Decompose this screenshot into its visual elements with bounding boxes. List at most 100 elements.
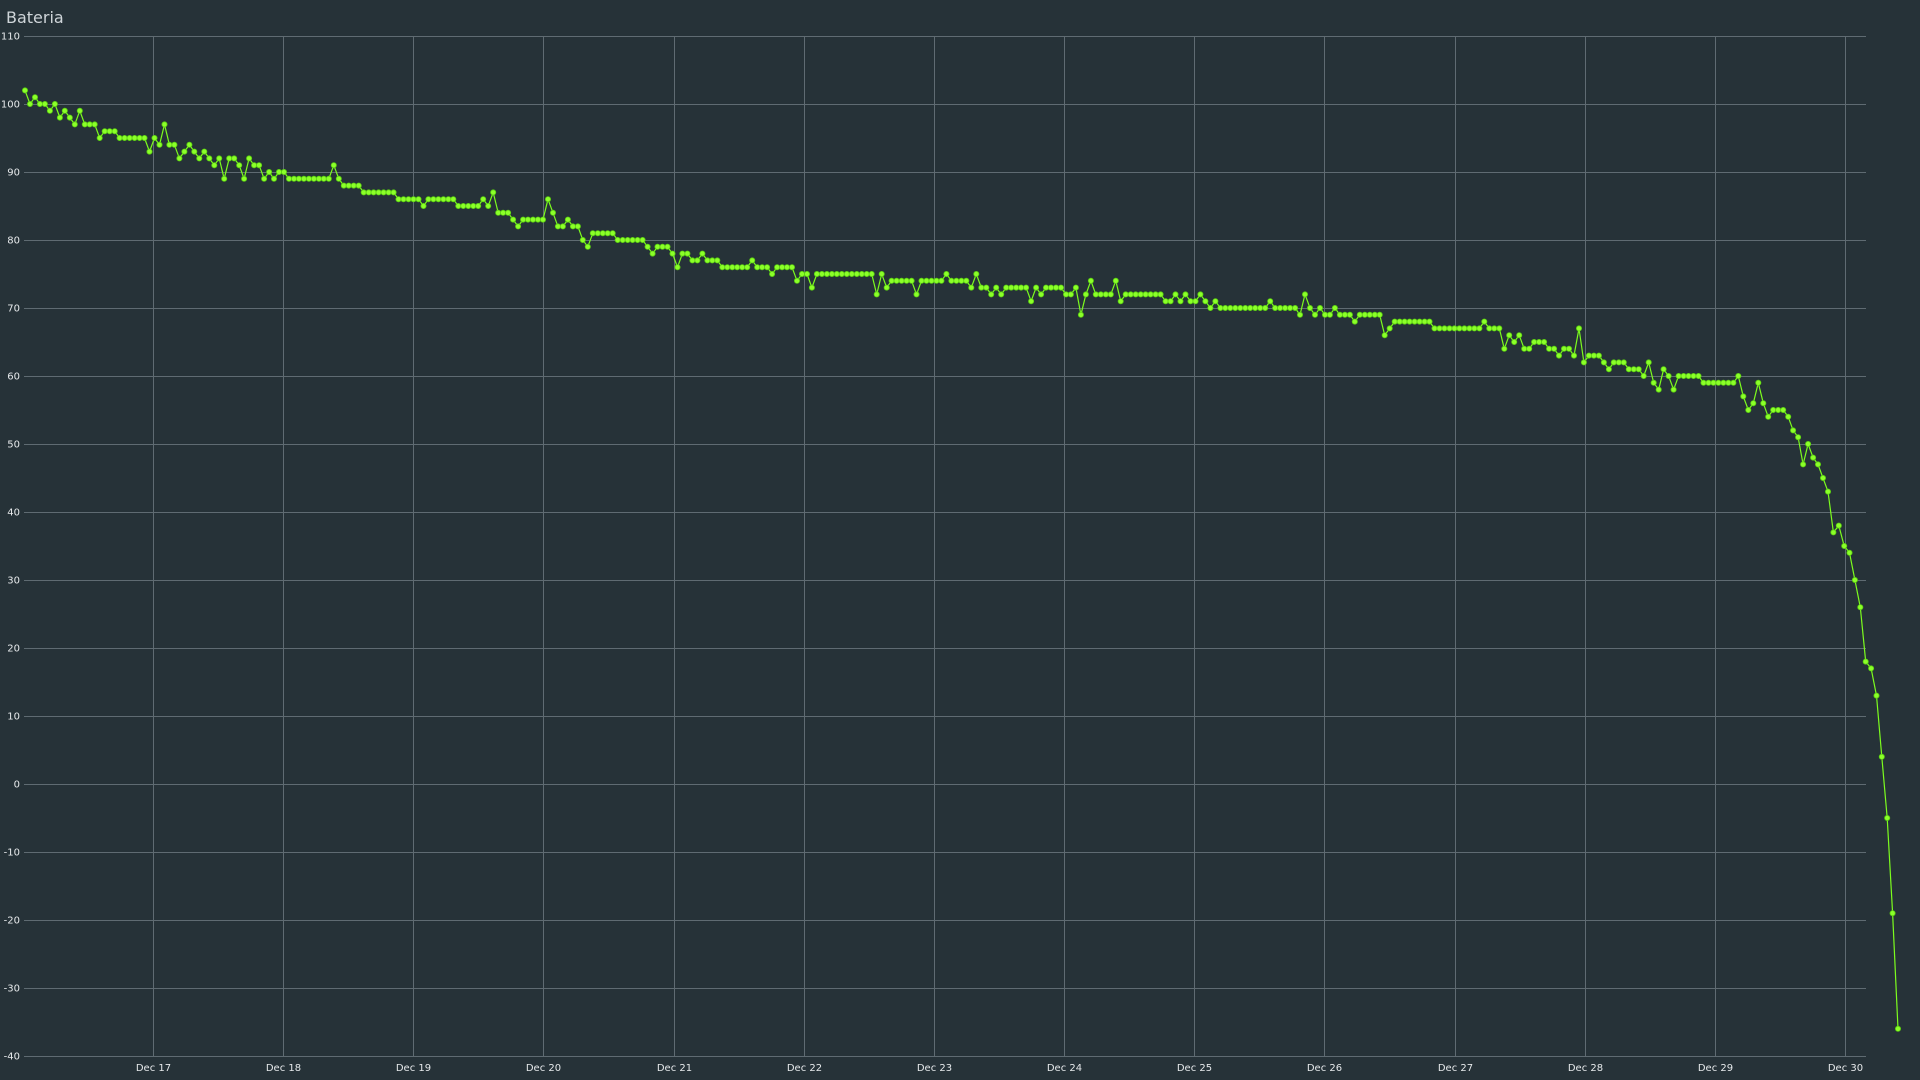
data-point[interactable] <box>166 141 173 148</box>
data-point[interactable] <box>843 270 850 277</box>
data-point[interactable] <box>1058 284 1065 291</box>
data-point[interactable] <box>1461 325 1468 332</box>
data-point[interactable] <box>1725 379 1732 386</box>
data-point[interactable] <box>644 243 651 250</box>
data-point[interactable] <box>704 257 711 264</box>
data-point[interactable] <box>500 209 507 216</box>
data-point[interactable] <box>609 230 616 237</box>
data-point[interactable] <box>1506 332 1513 339</box>
data-point[interactable] <box>1680 372 1687 379</box>
data-point[interactable] <box>395 196 402 203</box>
data-point[interactable] <box>1162 298 1169 305</box>
data-point[interactable] <box>475 202 482 209</box>
data-point[interactable] <box>1630 366 1637 373</box>
data-point[interactable] <box>1685 372 1692 379</box>
data-point[interactable] <box>913 291 920 298</box>
data-point[interactable] <box>873 291 880 298</box>
data-point[interactable] <box>1730 379 1737 386</box>
data-point[interactable] <box>1800 461 1807 468</box>
data-point[interactable] <box>1695 372 1702 379</box>
data-point[interactable] <box>51 101 58 108</box>
data-point[interactable] <box>350 182 357 189</box>
data-point[interactable] <box>1862 658 1869 665</box>
data-point[interactable] <box>933 277 940 284</box>
data-point[interactable] <box>1541 338 1548 345</box>
data-point[interactable] <box>375 189 382 196</box>
data-point[interactable] <box>1600 359 1607 366</box>
data-point[interactable] <box>1466 325 1473 332</box>
data-point[interactable] <box>968 284 975 291</box>
data-point[interactable] <box>709 257 716 264</box>
data-point[interactable] <box>305 175 312 182</box>
data-point[interactable] <box>943 270 950 277</box>
data-point[interactable] <box>96 134 103 141</box>
data-point[interactable] <box>1267 298 1274 305</box>
data-point[interactable] <box>515 223 522 230</box>
data-point[interactable] <box>569 223 576 230</box>
data-point[interactable] <box>32 94 39 101</box>
data-point[interactable] <box>480 196 487 203</box>
data-point[interactable] <box>699 250 706 257</box>
data-point[interactable] <box>251 162 258 169</box>
data-point[interactable] <box>764 264 771 271</box>
data-point[interactable] <box>918 277 925 284</box>
data-point[interactable] <box>1167 298 1174 305</box>
data-point[interactable] <box>1331 304 1338 311</box>
data-point[interactable] <box>1152 291 1159 298</box>
data-point[interactable] <box>789 264 796 271</box>
data-point[interactable] <box>674 264 681 271</box>
data-point[interactable] <box>285 175 292 182</box>
data-point[interactable] <box>629 236 636 243</box>
data-point[interactable] <box>1351 318 1358 325</box>
data-point[interactable] <box>1546 345 1553 352</box>
data-point[interactable] <box>270 175 277 182</box>
data-point[interactable] <box>450 196 457 203</box>
data-point[interactable] <box>1481 318 1488 325</box>
data-point[interactable] <box>724 264 731 271</box>
data-point[interactable] <box>1720 379 1727 386</box>
data-point[interactable] <box>1476 325 1483 332</box>
data-point[interactable] <box>983 284 990 291</box>
data-point[interactable] <box>1590 352 1597 359</box>
data-point[interactable] <box>898 277 905 284</box>
data-point[interactable] <box>594 230 601 237</box>
data-point[interactable] <box>1486 325 1493 332</box>
data-point[interactable] <box>1491 325 1498 332</box>
data-point[interactable] <box>410 196 417 203</box>
data-point[interactable] <box>1063 291 1070 298</box>
data-point[interactable] <box>988 291 995 298</box>
data-point[interactable] <box>1878 753 1885 760</box>
data-point[interactable] <box>36 101 43 108</box>
data-point[interactable] <box>1038 291 1045 298</box>
data-point[interactable] <box>624 236 631 243</box>
data-point[interactable] <box>106 128 113 135</box>
data-point[interactable] <box>664 243 671 250</box>
data-point[interactable] <box>1851 577 1858 584</box>
data-point[interactable] <box>470 202 477 209</box>
data-point[interactable] <box>191 148 198 155</box>
data-point[interactable] <box>101 128 108 135</box>
data-point[interactable] <box>266 168 273 175</box>
data-point[interactable] <box>460 202 467 209</box>
data-point[interactable] <box>604 230 611 237</box>
data-point[interactable] <box>355 182 362 189</box>
data-point[interactable] <box>799 270 806 277</box>
data-point[interactable] <box>1745 406 1752 413</box>
data-point[interactable] <box>1471 325 1478 332</box>
data-point[interactable] <box>1297 311 1304 318</box>
data-point[interactable] <box>226 155 233 162</box>
data-point[interactable] <box>151 134 158 141</box>
data-point[interactable] <box>186 141 193 148</box>
data-point[interactable] <box>714 257 721 264</box>
data-point[interactable] <box>1830 529 1837 536</box>
data-point[interactable] <box>275 168 282 175</box>
data-point[interactable] <box>236 162 243 169</box>
data-point[interactable] <box>684 250 691 257</box>
data-point[interactable] <box>1620 359 1627 366</box>
data-point[interactable] <box>1825 488 1832 495</box>
data-point[interactable] <box>1013 284 1020 291</box>
data-point[interactable] <box>823 270 830 277</box>
data-point[interactable] <box>794 277 801 284</box>
data-point[interactable] <box>1033 284 1040 291</box>
data-point[interactable] <box>435 196 442 203</box>
